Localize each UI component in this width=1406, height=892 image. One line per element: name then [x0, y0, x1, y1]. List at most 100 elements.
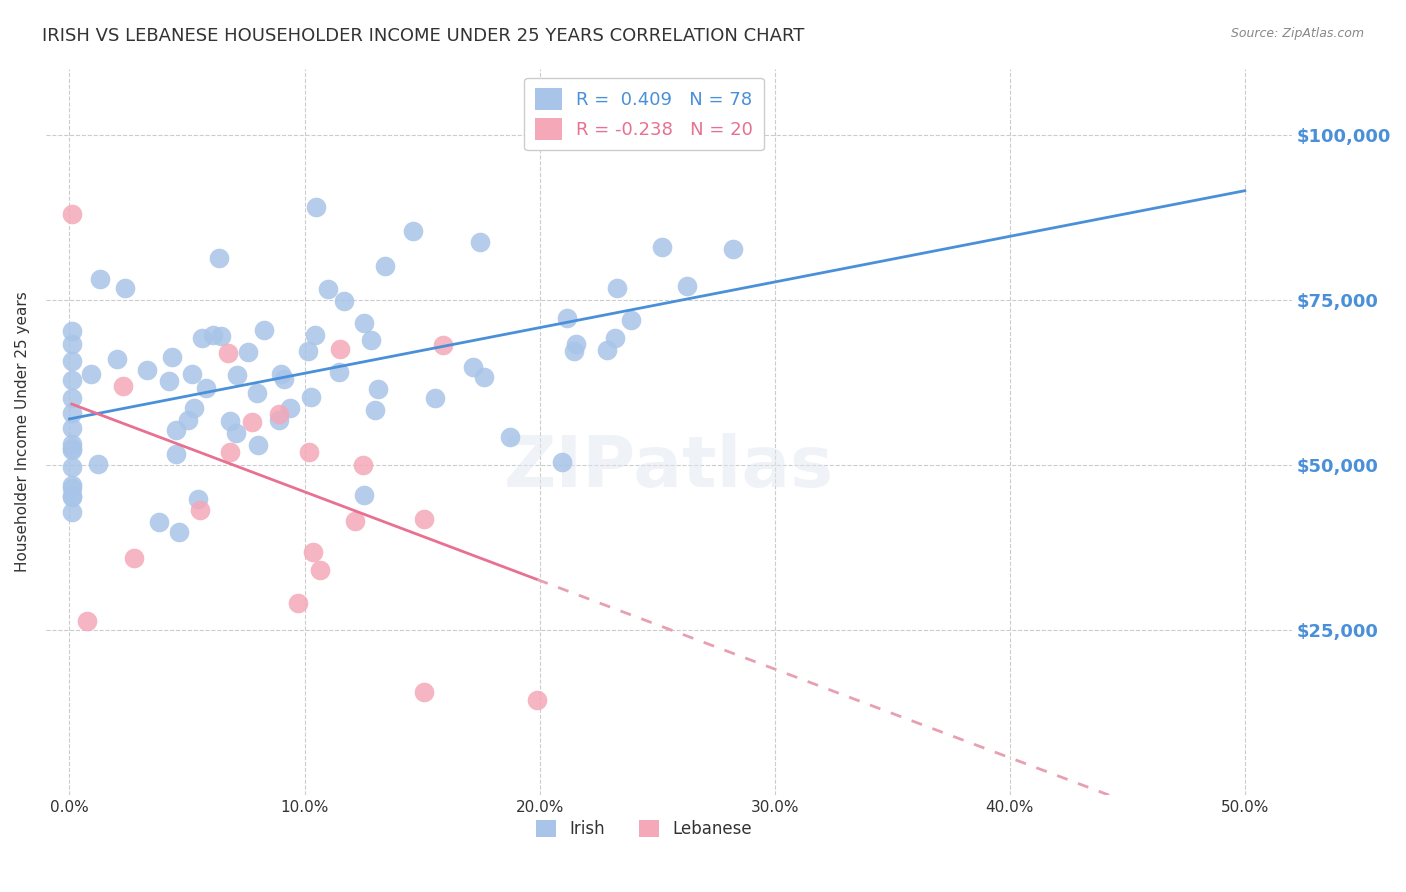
Point [148, 516, 170, 530]
Point [353, 316, 375, 330]
Point [60, 421, 83, 435]
Point [432, 338, 454, 352]
Point [721, 243, 744, 257]
Point [60, 490, 83, 504]
Point [217, 346, 239, 360]
Point [60, 442, 83, 457]
Point [299, 390, 322, 404]
Point [240, 416, 263, 430]
Point [60, 337, 83, 351]
Point [60, 505, 83, 519]
Point [308, 563, 330, 577]
Point [76, 615, 98, 629]
Point [107, 352, 129, 367]
Point [605, 331, 627, 345]
Point [596, 343, 619, 357]
Point [219, 445, 242, 459]
Point [201, 328, 224, 343]
Point [304, 327, 326, 342]
Point [188, 503, 211, 517]
Point [60, 442, 83, 456]
Point [555, 311, 578, 326]
Point [474, 370, 496, 384]
Point [111, 378, 134, 392]
Point [344, 514, 367, 528]
Point [169, 524, 191, 539]
Point [425, 392, 447, 406]
Point [60, 324, 83, 338]
Point [209, 329, 232, 343]
Point [60, 373, 83, 387]
Point [79, 368, 101, 382]
Point [298, 445, 321, 459]
Point [60, 459, 83, 474]
Point [89, 271, 111, 285]
Point [267, 407, 290, 421]
Point [564, 337, 586, 351]
Point [364, 402, 387, 417]
Y-axis label: Householder Income Under 25 years: Householder Income Under 25 years [15, 292, 30, 572]
Point [122, 551, 145, 566]
Point [316, 282, 339, 296]
Point [236, 345, 259, 359]
Point [60, 207, 83, 221]
Point [402, 224, 425, 238]
Point [297, 343, 319, 358]
Point [226, 368, 249, 383]
Point [304, 200, 326, 214]
Point [353, 488, 375, 502]
Point [135, 362, 157, 376]
Point [551, 455, 574, 469]
Point [87, 458, 110, 472]
Point [218, 414, 240, 428]
Text: IRISH VS LEBANESE HOUSEHOLDER INCOME UNDER 25 YEARS CORRELATION CHART: IRISH VS LEBANESE HOUSEHOLDER INCOME UND… [42, 27, 804, 45]
Point [620, 313, 643, 327]
Point [208, 252, 231, 266]
Point [191, 331, 214, 345]
Point [60, 437, 83, 451]
Point [60, 354, 83, 368]
Point [181, 367, 204, 381]
Point [60, 481, 83, 495]
Point [60, 490, 83, 504]
Point [468, 235, 491, 249]
Point [675, 279, 697, 293]
Point [270, 368, 292, 382]
Point [461, 360, 484, 375]
Point [329, 342, 352, 356]
Point [187, 491, 209, 506]
Point [278, 401, 301, 415]
Point [246, 386, 269, 401]
Point [562, 343, 585, 358]
Point [225, 426, 247, 441]
Point [253, 323, 276, 337]
Point [526, 693, 548, 707]
Point [302, 545, 325, 559]
Point [183, 401, 205, 416]
Point [60, 391, 83, 405]
Point [328, 365, 350, 379]
Point [177, 413, 200, 427]
Point [165, 447, 187, 461]
Point [267, 413, 290, 427]
Text: ZIPatlаs: ZIPatlаs [503, 434, 834, 502]
Point [60, 406, 83, 420]
Point [413, 685, 436, 699]
Point [246, 438, 269, 452]
Point [165, 423, 187, 437]
Point [606, 281, 628, 295]
Point [273, 372, 295, 386]
Point [352, 458, 374, 473]
Point [651, 240, 673, 254]
Point [195, 380, 218, 394]
Point [60, 478, 83, 492]
Legend: Irish, Lebanese: Irish, Lebanese [530, 813, 758, 845]
Point [114, 281, 136, 295]
Point [332, 293, 354, 308]
Point [287, 596, 309, 610]
Text: Source: ZipAtlas.com: Source: ZipAtlas.com [1230, 27, 1364, 40]
Point [412, 512, 434, 526]
Point [374, 259, 396, 273]
Point [157, 374, 180, 388]
Point [160, 350, 183, 364]
